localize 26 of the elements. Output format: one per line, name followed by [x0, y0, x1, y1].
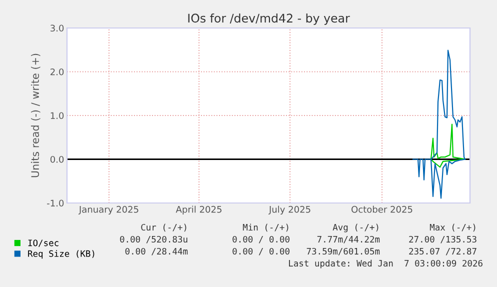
x-tick-label: January 2025 — [78, 206, 138, 215]
x-tick-label: April 2025 — [176, 206, 222, 215]
legend-label: IO/sec — [28, 240, 58, 247]
text: 0.00 /520.83u — [120, 236, 188, 244]
legend-label: Req Size (KB) — [28, 250, 94, 259]
y-tick-label: 0.0 — [50, 156, 64, 163]
text: Min (-/+) — [242, 224, 288, 232]
y-tick-label: 2.0 — [50, 68, 64, 76]
x-tick-label: July 2025 — [268, 206, 310, 215]
text: Cur (-/+) — [141, 224, 186, 232]
text: Avg (-/+) — [332, 224, 378, 232]
text: Last update: Wed Jan 7 03:00:09 2026 — [289, 260, 482, 268]
text: 0.00 /28.44m — [125, 248, 188, 256]
text: 235.07 /72.87 — [409, 248, 476, 256]
y-tick-label: 3.0 — [50, 24, 64, 32]
chart-title: IOs for /dev/md42 - by year — [188, 13, 350, 25]
y-tick-label: -1.0 — [47, 200, 64, 207]
text: 27.00 /135.53 — [409, 236, 476, 244]
text: 0.00 / 0.00 — [232, 236, 290, 244]
text: 73.59m/601.05m — [306, 248, 380, 256]
text: Max (-/+) — [430, 224, 476, 232]
y-axis-title: Units read (-) / write (+) — [30, 54, 40, 178]
x-tick-label: October 2025 — [352, 206, 412, 213]
text: 0.00 / 0.00 — [232, 248, 290, 256]
y-tick-label: 1.0 — [50, 112, 64, 120]
text: 7.77m/44.22m — [317, 236, 380, 244]
